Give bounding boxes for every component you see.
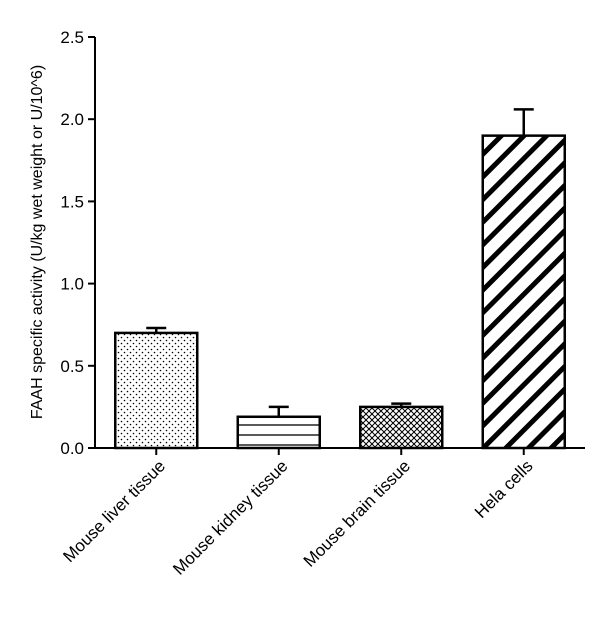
y-tick-label: 0.0 <box>60 439 84 458</box>
y-axis: 0.0 0.5 1.0 1.5 2.0 2.5 <box>60 28 96 458</box>
bars <box>114 134 566 450</box>
x-tick-label: Mouse kidney tissue <box>169 456 291 578</box>
bar-mouse-liver-tissue <box>114 331 199 450</box>
y-tick-label: 2.5 <box>60 28 84 47</box>
y-axis-title: FAAH specific activity (U/kg wet weight … <box>29 65 46 419</box>
x-tick-label: Mouse liver tissue <box>59 456 169 566</box>
bar-hela-cells <box>481 134 566 450</box>
bar-mouse-brain-tissue <box>359 405 444 450</box>
bar-mouse-kidney-tissue <box>236 415 321 450</box>
x-tick-label: Mouse brain tissue <box>300 456 414 570</box>
x-tick-label: Hela cells <box>471 456 537 522</box>
y-tick-label: 0.5 <box>60 357 84 376</box>
y-tick-label: 2.0 <box>60 110 84 129</box>
error-bars <box>146 108 534 417</box>
y-tick-label: 1.5 <box>60 192 84 211</box>
y-tick-label: 1.0 <box>60 275 84 294</box>
category-labels: Mouse liver tissue Mouse kidney tissue Mou… <box>59 456 536 578</box>
